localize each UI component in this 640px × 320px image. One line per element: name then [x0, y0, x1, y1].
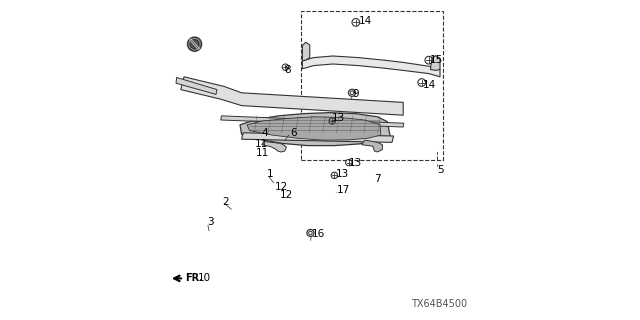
Circle shape — [190, 40, 199, 49]
Text: 14: 14 — [422, 80, 436, 90]
Text: 12: 12 — [280, 190, 293, 200]
Text: 3: 3 — [207, 217, 214, 228]
Text: 5: 5 — [438, 164, 444, 175]
Text: 8: 8 — [284, 65, 291, 75]
Text: TX64B4500: TX64B4500 — [411, 299, 467, 309]
Text: 11: 11 — [256, 148, 269, 158]
Text: 9: 9 — [352, 89, 358, 100]
Text: 10: 10 — [198, 273, 211, 284]
Polygon shape — [430, 56, 440, 70]
Text: 7: 7 — [374, 174, 380, 184]
Polygon shape — [247, 117, 381, 140]
Text: 1: 1 — [268, 169, 274, 180]
Polygon shape — [302, 56, 440, 77]
Polygon shape — [262, 141, 287, 152]
Text: 13: 13 — [349, 158, 362, 168]
Text: 13: 13 — [335, 169, 349, 180]
Text: 14: 14 — [359, 16, 372, 26]
Polygon shape — [302, 42, 310, 61]
Polygon shape — [181, 77, 403, 115]
Text: FR.: FR. — [186, 273, 204, 283]
Text: 15: 15 — [429, 55, 443, 65]
Text: 12: 12 — [275, 182, 289, 192]
Text: 16: 16 — [312, 228, 324, 239]
Text: 6: 6 — [291, 128, 297, 138]
Text: 13: 13 — [332, 113, 346, 124]
Polygon shape — [221, 116, 404, 127]
Text: 2: 2 — [223, 196, 229, 207]
Polygon shape — [362, 140, 383, 152]
Text: 4: 4 — [262, 128, 268, 138]
Polygon shape — [240, 113, 390, 146]
Text: 11: 11 — [254, 139, 268, 149]
Polygon shape — [242, 133, 394, 142]
Polygon shape — [176, 77, 217, 94]
Circle shape — [188, 37, 202, 51]
Text: 17: 17 — [337, 185, 350, 195]
